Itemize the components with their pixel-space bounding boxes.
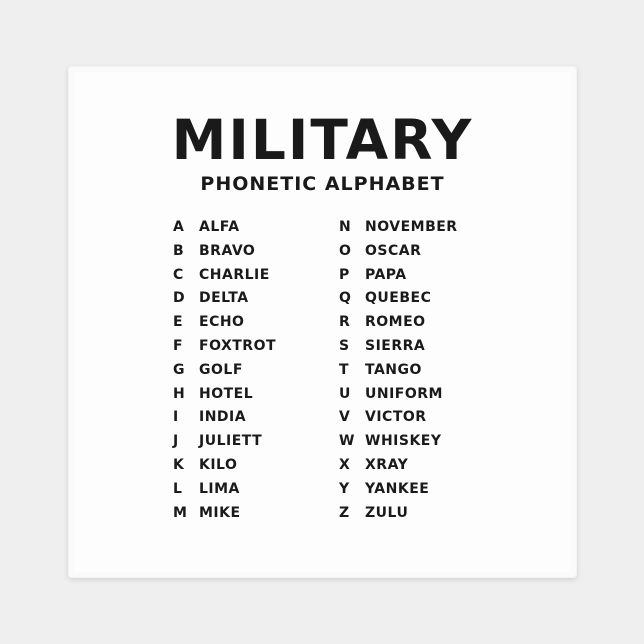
code-word: MIKE <box>199 504 241 521</box>
letter: S <box>339 337 350 354</box>
alphabet-entry: J JULIETT <box>173 430 276 454</box>
alphabet-entry: W WHISKEY <box>339 430 458 454</box>
letter: B <box>173 242 185 259</box>
alphabet-column-left: A ALFA B BRAVO C CHARLIE D DELTA E ECHO F FOXTROT G G… <box>173 216 276 525</box>
code-word: OSCAR <box>365 242 422 259</box>
alphabet-entry: P PAPA <box>339 264 458 288</box>
letter: K <box>173 456 185 473</box>
alphabet-entry: F FOXTROT <box>173 335 276 359</box>
alphabet-entry: D DELTA <box>173 287 276 311</box>
alphabet-entry: E ECHO <box>173 311 276 335</box>
letter: R <box>339 314 351 331</box>
alphabet-entry: O OSCAR <box>339 240 458 264</box>
title: MILITARY <box>171 108 474 172</box>
letter: O <box>339 242 352 259</box>
alphabet-entry: Z ZULU <box>339 502 458 526</box>
letter: H <box>173 385 186 402</box>
letter: A <box>173 219 185 235</box>
letter: F <box>173 337 184 354</box>
code-word: ROMEO <box>365 314 426 331</box>
alphabet-entry: L LIMA <box>173 478 276 502</box>
alphabet-entry: Y YANKEE <box>339 478 458 502</box>
letter: I <box>173 409 179 426</box>
code-word: INDIA <box>199 409 247 426</box>
letter: Q <box>339 290 352 307</box>
code-word: UNIFORM <box>365 385 443 402</box>
code-word: YANKEE <box>365 480 430 497</box>
code-word: LIMA <box>199 480 240 497</box>
code-word: KILO <box>199 456 238 473</box>
letter: T <box>339 361 350 378</box>
alphabet-entry: S SIERRA <box>339 335 458 359</box>
letter: P <box>339 266 350 283</box>
code-word: WHISKEY <box>365 433 442 450</box>
letter: W <box>339 433 355 450</box>
code-word: VICTOR <box>365 409 427 426</box>
letter: G <box>173 361 185 378</box>
letter: Z <box>339 504 350 521</box>
alphabet-entry: U UNIFORM <box>339 383 458 407</box>
letter: E <box>173 314 184 331</box>
alphabet-column-right: N NOVEMBER O OSCAR P PAPA Q QUEBEC R ROMEO S SIERRA… <box>339 216 458 525</box>
alphabet-entry: R ROMEO <box>339 311 458 335</box>
alphabet-entry: T TANGO <box>339 359 458 383</box>
code-word: XRAY <box>365 456 409 473</box>
code-word: JULIETT <box>199 433 263 450</box>
code-word: BRAVO <box>199 242 256 259</box>
code-word: ZULU <box>365 504 409 521</box>
alphabet-entry: Q QUEBEC <box>339 287 458 311</box>
alphabet-entry: V VICTOR <box>339 406 458 430</box>
alphabet-entry: M MIKE <box>173 502 276 526</box>
alphabet-entry: C CHARLIE <box>173 264 276 288</box>
alphabet-entry: N NOVEMBER <box>339 216 458 240</box>
code-word: QUEBEC <box>365 290 432 307</box>
code-word: DELTA <box>199 290 249 307</box>
alphabet-entry: B BRAVO <box>173 240 276 264</box>
code-word: HOTEL <box>199 385 254 402</box>
letter: X <box>339 456 351 473</box>
code-word: TANGO <box>365 361 422 378</box>
letter: U <box>339 385 351 402</box>
code-word: FOXTROT <box>199 337 277 354</box>
letter: Y <box>339 480 350 497</box>
alphabet-entry: X XRAY <box>339 454 458 478</box>
alphabet-entry: A ALFA <box>173 216 276 240</box>
letter: J <box>173 433 179 450</box>
code-word: SIERRA <box>365 337 426 354</box>
alphabet-entry: G GOLF <box>173 359 276 383</box>
code-word: PAPA <box>365 266 407 283</box>
code-word: CHARLIE <box>199 266 270 283</box>
subtitle: PHONETIC ALPHABET <box>200 173 445 195</box>
code-word: ECHO <box>199 314 245 331</box>
letter: C <box>173 266 184 283</box>
coaster-tile: MILITARY PHONETIC ALPHABET <box>68 66 577 578</box>
alphabet-entry: I INDIA <box>173 406 276 430</box>
alphabet-entry: H HOTEL <box>173 383 276 407</box>
letter: N <box>339 219 352 235</box>
letter: D <box>173 290 186 307</box>
letter: V <box>339 409 351 426</box>
letter: M <box>173 504 188 521</box>
letter: L <box>173 480 183 497</box>
code-word: ALFA <box>199 219 240 235</box>
alphabet-entry: K KILO <box>173 454 276 478</box>
code-word: GOLF <box>199 361 243 378</box>
code-word: NOVEMBER <box>365 219 458 235</box>
